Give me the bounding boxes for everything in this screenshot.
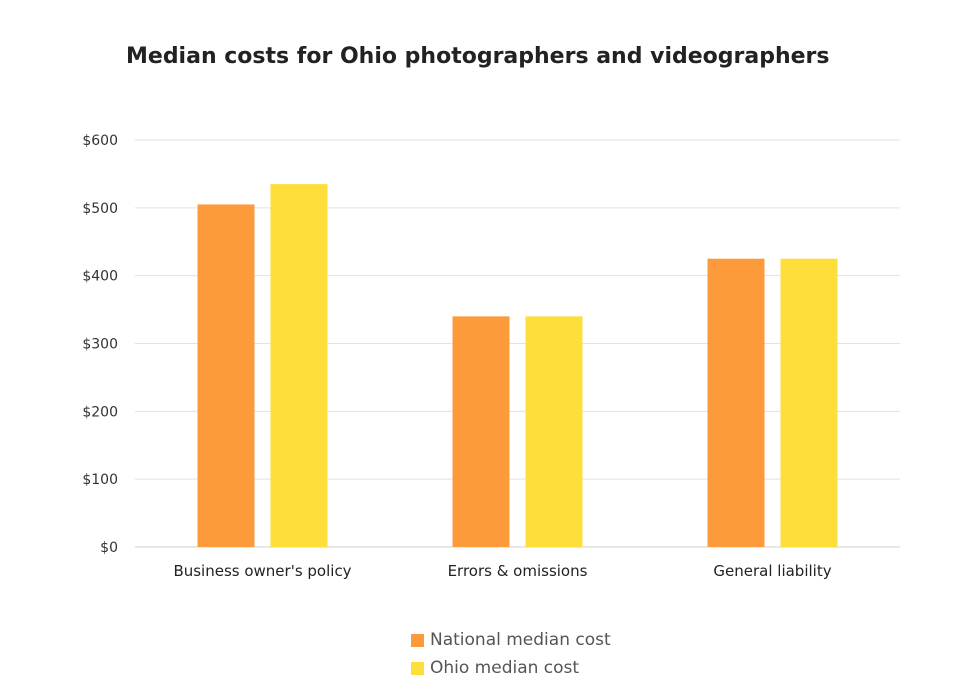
y-tick-label: $300 [82, 337, 118, 353]
y-tick-label: $200 [82, 404, 118, 420]
chart-title: Median costs for Ohio photographers and … [126, 44, 830, 69]
bar [452, 316, 510, 547]
legend: National median cost Ohio median cost [411, 626, 611, 682]
bar [707, 258, 765, 547]
bar [780, 258, 838, 547]
legend-item-national: National median cost [411, 626, 611, 654]
bar [197, 204, 255, 548]
grid-layer [135, 139, 900, 548]
x-category-label: General liability [713, 562, 831, 580]
bar [270, 184, 328, 547]
legend-item-ohio: Ohio median cost [411, 654, 611, 682]
y-axis-ticks: $0 $100 $200 $300 $400 $500 $600 [82, 133, 118, 556]
y-tick-label: $100 [82, 472, 118, 488]
x-category-label: Business owner's policy [173, 562, 351, 580]
legend-swatch-ohio [411, 661, 424, 675]
y-tick-label: $600 [82, 133, 118, 149]
y-tick-label: $400 [82, 269, 118, 285]
y-tick-label: $0 [100, 540, 118, 556]
legend-swatch-national [411, 633, 424, 647]
bar [525, 316, 583, 547]
x-axis-categories: Business owner's policy Errors & omission… [173, 562, 831, 580]
bars [197, 184, 838, 548]
legend-label-ohio: Ohio median cost [430, 658, 580, 678]
legend-label-national: National median cost [430, 630, 611, 650]
y-tick-label: $500 [82, 201, 118, 217]
x-category-label: Errors & omissions [448, 562, 588, 580]
